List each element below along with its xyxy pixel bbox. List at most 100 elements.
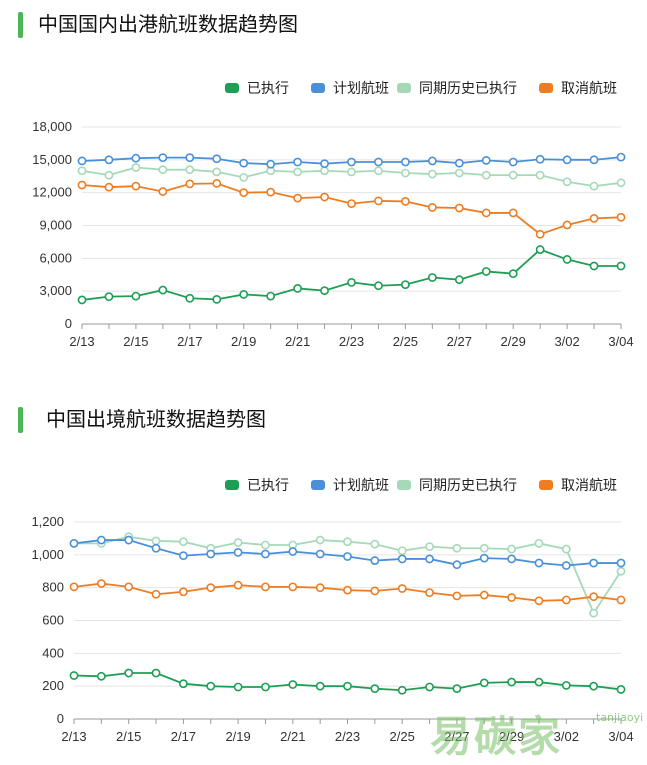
data-point[interactable] — [534, 596, 544, 606]
data-point[interactable] — [616, 152, 626, 162]
data-point[interactable] — [239, 158, 249, 168]
data-point[interactable] — [616, 212, 626, 222]
data-point[interactable] — [616, 261, 626, 271]
data-point[interactable] — [481, 208, 491, 218]
data-point[interactable] — [562, 220, 572, 230]
data-point[interactable] — [616, 566, 626, 576]
data-point[interactable] — [77, 295, 87, 305]
data-point[interactable] — [616, 558, 626, 568]
data-point[interactable] — [561, 595, 571, 605]
data-point[interactable] — [343, 537, 352, 547]
data-point[interactable] — [508, 208, 518, 218]
data-point[interactable] — [96, 579, 106, 588]
data-point[interactable] — [535, 170, 545, 180]
data-point[interactable] — [293, 284, 302, 293]
data-point[interactable] — [185, 165, 195, 175]
data-point[interactable] — [158, 187, 168, 196]
data-point[interactable] — [178, 537, 188, 547]
data-point[interactable] — [454, 203, 464, 213]
data-point[interactable] — [77, 156, 87, 166]
data-point[interactable] — [589, 181, 599, 191]
data-point[interactable] — [212, 167, 222, 177]
legend-item-3[interactable]: 取消航班 — [539, 80, 617, 96]
data-point[interactable] — [535, 245, 545, 254]
data-point[interactable] — [158, 285, 168, 295]
data-point[interactable] — [479, 553, 489, 563]
data-point[interactable] — [400, 157, 410, 167]
data-point[interactable] — [427, 273, 437, 282]
data-point[interactable] — [104, 170, 114, 180]
data-point[interactable] — [343, 552, 352, 561]
data-point[interactable] — [185, 293, 195, 303]
data-point[interactable] — [151, 536, 161, 546]
data-point[interactable] — [561, 544, 571, 554]
data-point[interactable] — [261, 682, 270, 692]
data-point[interactable] — [589, 213, 599, 223]
data-point[interactable] — [239, 188, 249, 198]
data-point[interactable] — [616, 685, 626, 694]
data-point[interactable] — [185, 153, 195, 163]
data-point[interactable] — [124, 582, 134, 592]
data-point[interactable] — [400, 280, 410, 289]
data-point[interactable] — [589, 592, 599, 602]
data-point[interactable] — [507, 554, 516, 564]
data-point[interactable] — [77, 166, 87, 176]
data-point[interactable] — [561, 680, 571, 690]
data-point[interactable] — [206, 583, 216, 593]
data-point[interactable] — [370, 684, 380, 694]
data-point[interactable] — [397, 584, 407, 593]
data-point[interactable] — [320, 192, 329, 202]
legend-item-1[interactable]: 计划航班 — [311, 80, 389, 96]
data-point[interactable] — [452, 543, 462, 553]
data-point[interactable] — [96, 671, 106, 681]
data-point[interactable] — [320, 166, 329, 176]
data-point[interactable] — [425, 554, 434, 564]
data-point[interactable] — [320, 286, 329, 296]
data-point[interactable] — [589, 261, 599, 271]
data-point[interactable] — [320, 159, 329, 169]
data-point[interactable] — [69, 671, 79, 680]
data-point[interactable] — [427, 203, 437, 212]
data-point[interactable] — [124, 668, 134, 678]
data-point[interactable] — [425, 542, 434, 552]
data-point[interactable] — [481, 155, 491, 165]
data-point[interactable] — [397, 554, 407, 564]
data-point[interactable] — [425, 682, 434, 692]
data-point[interactable] — [104, 182, 114, 192]
data-point[interactable] — [589, 608, 599, 618]
data-point[interactable] — [374, 157, 383, 167]
data-point[interactable] — [507, 544, 516, 554]
data-point[interactable] — [397, 685, 407, 695]
data-point[interactable] — [158, 165, 168, 175]
data-point[interactable] — [400, 197, 410, 206]
data-point[interactable] — [481, 170, 491, 180]
data-point[interactable] — [288, 582, 298, 592]
data-point[interactable] — [481, 267, 491, 276]
data-point[interactable] — [212, 178, 222, 188]
data-point[interactable] — [479, 543, 489, 553]
data-point[interactable] — [347, 167, 356, 177]
data-point[interactable] — [589, 155, 599, 165]
data-point[interactable] — [479, 678, 489, 688]
data-point[interactable] — [293, 157, 302, 167]
data-point[interactable] — [479, 590, 489, 600]
data-point[interactable] — [266, 291, 276, 301]
data-point[interactable] — [151, 668, 161, 678]
data-point[interactable] — [562, 155, 572, 165]
data-point[interactable] — [206, 549, 216, 559]
data-point[interactable] — [104, 155, 114, 165]
data-point[interactable] — [562, 177, 572, 187]
data-point[interactable] — [77, 180, 87, 190]
data-point[interactable] — [288, 547, 298, 556]
data-point[interactable] — [589, 558, 599, 568]
data-point[interactable] — [261, 540, 270, 550]
data-point[interactable] — [104, 292, 114, 302]
data-point[interactable] — [233, 682, 243, 692]
data-point[interactable] — [178, 587, 188, 597]
data-point[interactable] — [370, 586, 380, 596]
data-point[interactable] — [508, 157, 518, 167]
legend-item-0[interactable]: 已执行 — [225, 477, 289, 493]
data-point[interactable] — [452, 684, 462, 694]
data-point[interactable] — [233, 538, 243, 547]
data-point[interactable] — [347, 157, 356, 167]
